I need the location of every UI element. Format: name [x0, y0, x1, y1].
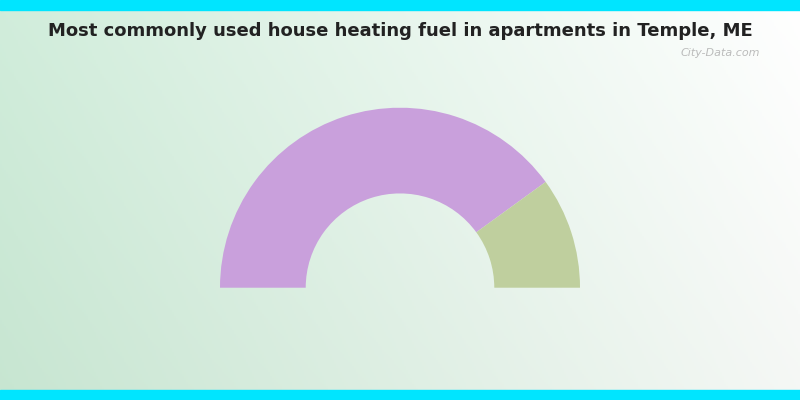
Wedge shape [220, 108, 546, 288]
Text: Most commonly used house heating fuel in apartments in Temple, ME: Most commonly used house heating fuel in… [48, 22, 752, 40]
Bar [0, 0, 800, 10]
Bar [0, 390, 800, 400]
Text: City-Data.com: City-Data.com [681, 48, 760, 58]
Wedge shape [476, 182, 580, 288]
